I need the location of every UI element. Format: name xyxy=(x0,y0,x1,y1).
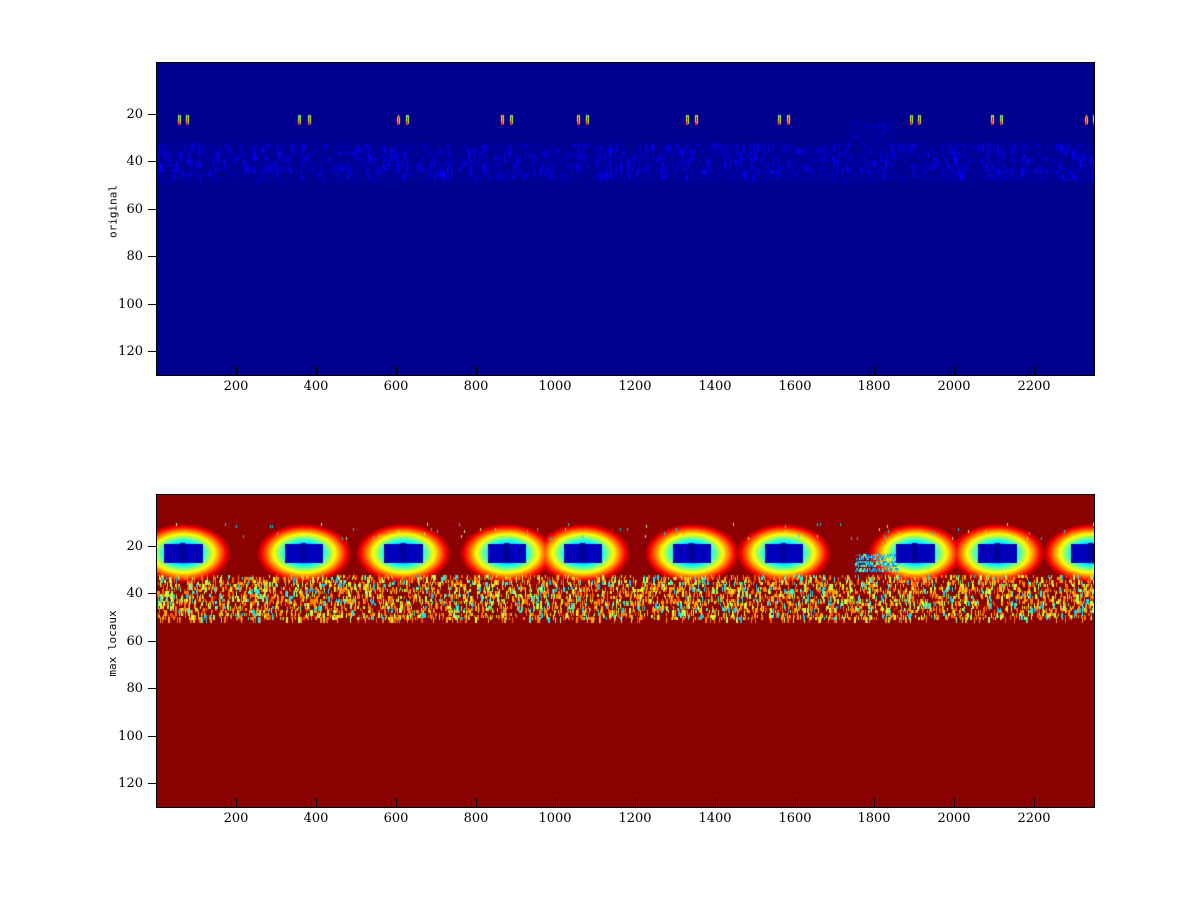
x-tick-label: 400 xyxy=(303,379,329,394)
x-tick xyxy=(396,798,397,807)
x-tick xyxy=(316,798,317,807)
y-tick xyxy=(148,736,157,737)
heatmap-original xyxy=(156,62,1095,376)
y-tick-label: 40 xyxy=(126,154,143,169)
x-tick xyxy=(396,366,397,375)
heatmap-max-locaux-canvas xyxy=(157,495,1094,807)
x-tick xyxy=(954,798,955,807)
x-tick-label: 2200 xyxy=(1017,811,1051,826)
y-tick-label: 60 xyxy=(126,202,143,217)
y-tick-label: 40 xyxy=(126,586,143,601)
x-tick-label: 2000 xyxy=(937,379,971,394)
x-tick-label: 600 xyxy=(383,379,409,394)
x-tick-label: 2000 xyxy=(937,811,971,826)
y-tick-label: 80 xyxy=(126,249,143,264)
panel-original: original 20 40 60 80 100 120 200 400 6 xyxy=(0,0,1200,430)
x-tick xyxy=(954,366,955,375)
y-tick-label: 20 xyxy=(126,107,143,122)
x-tick-label: 200 xyxy=(223,379,249,394)
x-tick xyxy=(715,798,716,807)
x-tick-label: 1800 xyxy=(857,811,891,826)
y-tick xyxy=(148,783,157,784)
y-tick xyxy=(148,161,157,162)
x-tick xyxy=(476,366,477,375)
x-tick xyxy=(1034,798,1035,807)
x-tick xyxy=(476,798,477,807)
x-tick-label: 1600 xyxy=(778,811,812,826)
y-tick xyxy=(148,304,157,305)
x-tick xyxy=(555,366,556,375)
x-tick xyxy=(635,366,636,375)
heatmap-original-canvas xyxy=(157,63,1094,375)
x-tick xyxy=(555,798,556,807)
y-tick xyxy=(148,688,157,689)
x-tick xyxy=(874,366,875,375)
x-tick xyxy=(236,366,237,375)
x-tick-label: 1800 xyxy=(857,379,891,394)
y-tick-label: 100 xyxy=(118,297,143,312)
y-tick xyxy=(148,114,157,115)
x-tick-label: 800 xyxy=(463,379,489,394)
x-tick xyxy=(795,366,796,375)
x-tick-label: 1200 xyxy=(618,379,652,394)
x-tick-label: 1200 xyxy=(618,811,652,826)
x-tick-label: 200 xyxy=(223,811,249,826)
x-tick xyxy=(1034,366,1035,375)
x-tick xyxy=(236,798,237,807)
x-tick-label: 1000 xyxy=(538,811,572,826)
x-tick-label: 800 xyxy=(463,811,489,826)
x-tick xyxy=(795,798,796,807)
x-tick-label: 1400 xyxy=(698,811,732,826)
y-tick xyxy=(148,641,157,642)
x-tick-label: 1600 xyxy=(778,379,812,394)
x-tick xyxy=(715,366,716,375)
y-tick xyxy=(148,546,157,547)
x-tick xyxy=(635,798,636,807)
y-tick xyxy=(148,351,157,352)
y-tick xyxy=(148,593,157,594)
y-tick-label: 60 xyxy=(126,634,143,649)
y-tick-label: 120 xyxy=(118,776,143,791)
y-tick-label: 20 xyxy=(126,539,143,554)
y-tick xyxy=(148,209,157,210)
x-tick-label: 600 xyxy=(383,811,409,826)
x-tick-label: 2200 xyxy=(1017,379,1051,394)
y-tick xyxy=(148,256,157,257)
x-tick-label: 1400 xyxy=(698,379,732,394)
y-tick-label: 80 xyxy=(126,681,143,696)
x-tick xyxy=(874,798,875,807)
x-tick-label: 400 xyxy=(303,811,329,826)
panel-max-locaux: max locaux 20 40 60 80 100 120 200 400 xyxy=(0,432,1200,862)
y-tick-label: 120 xyxy=(118,344,143,359)
x-tick xyxy=(316,366,317,375)
x-tick-label: 1000 xyxy=(538,379,572,394)
y-tick-label: 100 xyxy=(118,729,143,744)
heatmap-max-locaux xyxy=(156,494,1095,808)
